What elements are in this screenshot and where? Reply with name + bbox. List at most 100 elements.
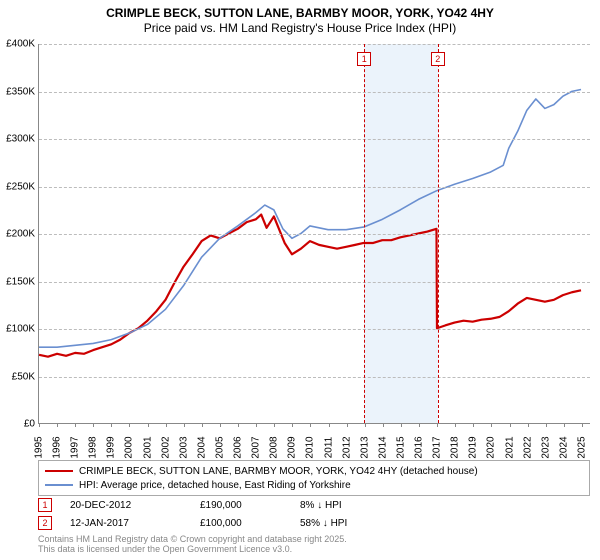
footer: Contains HM Land Registry data © Crown c… bbox=[38, 534, 347, 555]
legend-label-price-paid: CRIMPLE BECK, SUTTON LANE, BARMBY MOOR, … bbox=[79, 466, 478, 477]
x-tick bbox=[202, 423, 203, 427]
legend: CRIMPLE BECK, SUTTON LANE, BARMBY MOOR, … bbox=[38, 460, 590, 496]
x-tick-label: 1997 bbox=[70, 436, 81, 458]
legend-swatch-hpi bbox=[45, 484, 73, 486]
x-tick bbox=[310, 423, 311, 427]
x-tick bbox=[401, 423, 402, 427]
x-tick bbox=[564, 423, 565, 427]
x-tick bbox=[528, 423, 529, 427]
x-tick-label: 2001 bbox=[142, 436, 153, 458]
x-tick-label: 2013 bbox=[359, 436, 370, 458]
x-tick-label: 2018 bbox=[450, 436, 461, 458]
gridline bbox=[39, 92, 590, 93]
plot-area: £0£50K£100K£150K£200K£250K£300K£350K£400… bbox=[38, 44, 590, 424]
legend-swatch-price-paid bbox=[45, 470, 73, 472]
x-tick-label: 2021 bbox=[504, 436, 515, 458]
sale-marker-badge: 1 bbox=[357, 52, 371, 66]
y-tick-label: £350K bbox=[1, 86, 35, 97]
sale-delta: 8% ↓ HPI bbox=[300, 500, 440, 511]
x-tick-label: 2011 bbox=[323, 437, 334, 459]
x-tick bbox=[455, 423, 456, 427]
chart-container: CRIMPLE BECK, SUTTON LANE, BARMBY MOOR, … bbox=[0, 0, 600, 560]
x-tick-label: 2019 bbox=[468, 436, 479, 458]
legend-label-hpi: HPI: Average price, detached house, East… bbox=[79, 480, 351, 491]
sale-delta: 58% ↓ HPI bbox=[300, 518, 440, 529]
x-tick-label: 1995 bbox=[34, 436, 45, 458]
x-tick bbox=[365, 423, 366, 427]
gridline bbox=[39, 377, 590, 378]
x-tick bbox=[347, 423, 348, 427]
sale-date: 20-DEC-2012 bbox=[70, 500, 200, 511]
x-tick-label: 1996 bbox=[52, 436, 63, 458]
x-tick bbox=[75, 423, 76, 427]
x-tick bbox=[148, 423, 149, 427]
x-tick-label: 2004 bbox=[196, 436, 207, 458]
x-tick-label: 2007 bbox=[251, 436, 262, 458]
gridline bbox=[39, 282, 590, 283]
x-tick-label: 2017 bbox=[432, 436, 443, 458]
x-tick bbox=[166, 423, 167, 427]
y-tick-label: £200K bbox=[1, 229, 35, 240]
y-tick-label: £50K bbox=[1, 371, 35, 382]
x-tick bbox=[437, 423, 438, 427]
x-tick bbox=[329, 423, 330, 427]
y-tick-label: £400K bbox=[1, 39, 35, 50]
title-line-1: CRIMPLE BECK, SUTTON LANE, BARMBY MOOR, … bbox=[0, 6, 600, 21]
x-tick bbox=[39, 423, 40, 427]
chart-title: CRIMPLE BECK, SUTTON LANE, BARMBY MOOR, … bbox=[0, 0, 600, 36]
y-tick-label: £100K bbox=[1, 324, 35, 335]
x-tick bbox=[220, 423, 221, 427]
sale-marker-line bbox=[438, 44, 439, 423]
x-tick bbox=[546, 423, 547, 427]
x-tick-label: 2003 bbox=[178, 436, 189, 458]
x-tick bbox=[473, 423, 474, 427]
x-tick bbox=[129, 423, 130, 427]
x-tick-label: 1999 bbox=[106, 436, 117, 458]
x-tick bbox=[419, 423, 420, 427]
series-hpi bbox=[39, 89, 581, 347]
sale-row: 1 20-DEC-2012 £190,000 8% ↓ HPI bbox=[38, 496, 440, 514]
footer-line-1: Contains HM Land Registry data © Crown c… bbox=[38, 534, 347, 544]
sale-badge: 2 bbox=[38, 516, 52, 530]
sale-marker-line bbox=[364, 44, 365, 423]
x-tick bbox=[582, 423, 583, 427]
x-tick-label: 2010 bbox=[305, 436, 316, 458]
x-tick-label: 2008 bbox=[269, 436, 280, 458]
gridline bbox=[39, 187, 590, 188]
sale-price: £190,000 bbox=[200, 500, 300, 511]
sale-records: 1 20-DEC-2012 £190,000 8% ↓ HPI 2 12-JAN… bbox=[38, 496, 440, 532]
gridline bbox=[39, 44, 590, 45]
x-tick-label: 2014 bbox=[377, 436, 388, 458]
sale-badge: 1 bbox=[38, 498, 52, 512]
x-tick bbox=[238, 423, 239, 427]
x-tick bbox=[383, 423, 384, 427]
x-tick bbox=[111, 423, 112, 427]
x-tick-label: 2000 bbox=[124, 436, 135, 458]
x-tick bbox=[256, 423, 257, 427]
x-tick bbox=[510, 423, 511, 427]
x-tick-label: 2005 bbox=[214, 436, 225, 458]
x-tick bbox=[274, 423, 275, 427]
legend-item-price-paid: CRIMPLE BECK, SUTTON LANE, BARMBY MOOR, … bbox=[45, 464, 583, 478]
title-line-2: Price paid vs. HM Land Registry's House … bbox=[0, 21, 600, 36]
x-tick-label: 2015 bbox=[395, 436, 406, 458]
x-tick-label: 2006 bbox=[233, 436, 244, 458]
y-tick-label: £0 bbox=[1, 419, 35, 430]
x-tick bbox=[93, 423, 94, 427]
x-tick bbox=[491, 423, 492, 427]
x-tick-label: 2024 bbox=[558, 436, 569, 458]
x-tick-label: 2009 bbox=[287, 436, 298, 458]
gridline bbox=[39, 139, 590, 140]
x-tick bbox=[292, 423, 293, 427]
x-tick-label: 2020 bbox=[486, 436, 497, 458]
x-tick-label: 2002 bbox=[160, 436, 171, 458]
sale-row: 2 12-JAN-2017 £100,000 58% ↓ HPI bbox=[38, 514, 440, 532]
sale-marker-badge: 2 bbox=[431, 52, 445, 66]
x-tick bbox=[57, 423, 58, 427]
gridline bbox=[39, 234, 590, 235]
gridline bbox=[39, 329, 590, 330]
y-tick-label: £150K bbox=[1, 276, 35, 287]
x-tick-label: 2023 bbox=[540, 436, 551, 458]
footer-line-2: This data is licensed under the Open Gov… bbox=[38, 544, 347, 554]
x-tick bbox=[184, 423, 185, 427]
